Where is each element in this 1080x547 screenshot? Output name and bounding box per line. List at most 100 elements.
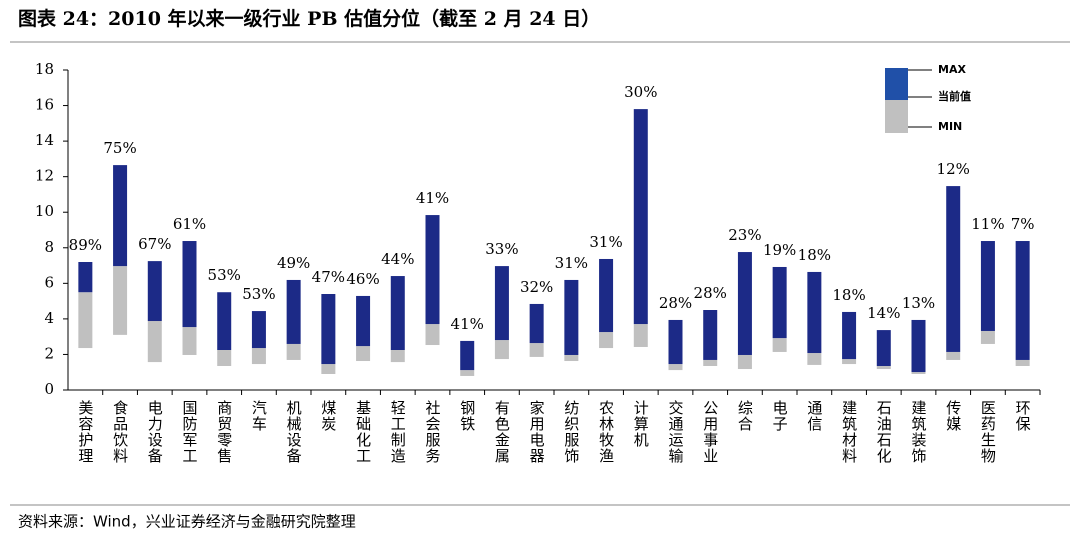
bar-high — [321, 294, 336, 365]
percentile-label: 67% — [138, 235, 171, 253]
y-tick-label: 12 — [35, 167, 54, 185]
bar-low — [876, 366, 891, 370]
x-tick-label: 建筑装饰 — [910, 400, 928, 464]
bar-high — [980, 241, 995, 331]
percentile-label: 11% — [971, 215, 1004, 233]
bar-low — [147, 321, 162, 363]
x-tick-label: 食品饮料 — [111, 400, 129, 464]
x-tick-label: 石油石化 — [875, 400, 893, 464]
bar-low — [842, 359, 857, 365]
bar-high — [946, 186, 961, 352]
bar-low — [633, 324, 648, 347]
x-tick-label: 综合 — [736, 400, 754, 432]
x-tick-label: 纺织服饰 — [562, 400, 580, 464]
legend-label: MAX — [938, 63, 966, 76]
x-tick-label: 国防军工 — [181, 400, 199, 464]
percentile-label: 46% — [346, 270, 379, 288]
bar-low — [1015, 359, 1030, 366]
bar-high — [772, 266, 787, 339]
bar-low — [946, 351, 961, 360]
bar-low — [182, 327, 197, 355]
bar-low — [599, 332, 614, 349]
percentile-label: 14% — [867, 304, 900, 322]
bar-low — [286, 343, 301, 360]
bar-high — [807, 271, 822, 354]
percentile-label: 28% — [659, 294, 692, 312]
bar-low — [564, 354, 579, 362]
bar-low — [807, 353, 822, 365]
bar-low — [772, 338, 787, 352]
bar-high — [217, 292, 232, 350]
x-tick-label: 机械设备 — [285, 400, 303, 464]
x-tick-label: 钢铁 — [458, 400, 476, 432]
legend-label: MIN — [938, 120, 962, 133]
percentile-label: 53% — [208, 266, 241, 284]
x-tick-label: 环保 — [1014, 400, 1032, 432]
bar-high — [599, 258, 614, 333]
x-tick-label: 公用事业 — [701, 400, 719, 464]
x-tick-label: 医药生物 — [979, 400, 997, 464]
percentile-label: 7% — [1011, 215, 1035, 233]
bar-low — [390, 350, 405, 363]
percentile-label: 12% — [937, 160, 970, 178]
x-tick-label: 传媒 — [944, 400, 962, 432]
bar-low — [460, 370, 475, 376]
source-note: 资料来源：Wind，兴业证券经济与金融研究院整理 — [18, 513, 356, 531]
bar-high — [842, 311, 857, 360]
bar-high — [113, 165, 128, 267]
percentile-label: 44% — [381, 250, 414, 268]
bar-low — [737, 354, 752, 370]
x-tick-label: 商贸零售 — [215, 400, 233, 464]
bar-low — [321, 364, 336, 374]
x-tick-label: 通信 — [805, 400, 823, 432]
x-tick-label: 社会服务 — [424, 400, 442, 464]
x-tick-label: 建筑材料 — [840, 400, 858, 464]
bar-low — [529, 343, 544, 357]
percentile-label: 13% — [902, 294, 935, 312]
bar-high — [356, 295, 371, 347]
bar-high — [182, 241, 197, 328]
x-tick-label: 轻工制造 — [389, 400, 407, 464]
x-tick-label: 家用电器 — [528, 400, 546, 464]
bar-low — [494, 340, 509, 360]
percentile-label: 18% — [798, 246, 831, 264]
bar-high — [911, 319, 926, 373]
percentile-label: 53% — [242, 285, 275, 303]
legend-swatch — [885, 68, 908, 100]
y-tick-label: 14 — [35, 131, 54, 149]
x-tick-label: 电子 — [771, 400, 789, 432]
bar-low — [703, 359, 718, 366]
percentile-label: 32% — [520, 278, 553, 296]
percentile-label: 33% — [485, 240, 518, 258]
bar-low — [980, 330, 995, 344]
percentile-label: 19% — [763, 241, 796, 259]
percentile-label: 28% — [694, 284, 727, 302]
x-tick-label: 美容护理 — [76, 400, 94, 464]
percentile-label: 89% — [69, 236, 102, 254]
bar-high — [78, 262, 93, 293]
chart-title: 图表 24：2010 年以来一级行业 PB 估值分位（截至 2 月 24 日） — [18, 7, 600, 30]
bar-high — [564, 279, 579, 355]
bar-high — [633, 109, 648, 325]
percentile-label: 41% — [416, 189, 449, 207]
bar-high — [529, 303, 544, 344]
bar-high — [460, 340, 475, 371]
y-tick-label: 10 — [35, 202, 54, 220]
x-tick-label: 交通运输 — [667, 399, 685, 464]
percentile-label: 31% — [555, 254, 588, 272]
bar-high — [876, 330, 891, 366]
bar-low — [356, 346, 371, 362]
percentile-label: 23% — [728, 226, 761, 244]
y-tick-label: 4 — [44, 309, 54, 327]
y-tick-label: 8 — [44, 238, 54, 256]
bar-high — [390, 276, 405, 350]
x-tick-label: 基础化工 — [354, 400, 372, 464]
bar-high — [1015, 241, 1030, 360]
percentile-label: 41% — [451, 315, 484, 333]
legend-label: 当前值 — [938, 89, 971, 103]
percentile-label: 49% — [277, 254, 310, 272]
bar-high — [737, 252, 752, 355]
y-tick-label: 2 — [44, 344, 54, 362]
bar-low — [425, 324, 440, 346]
